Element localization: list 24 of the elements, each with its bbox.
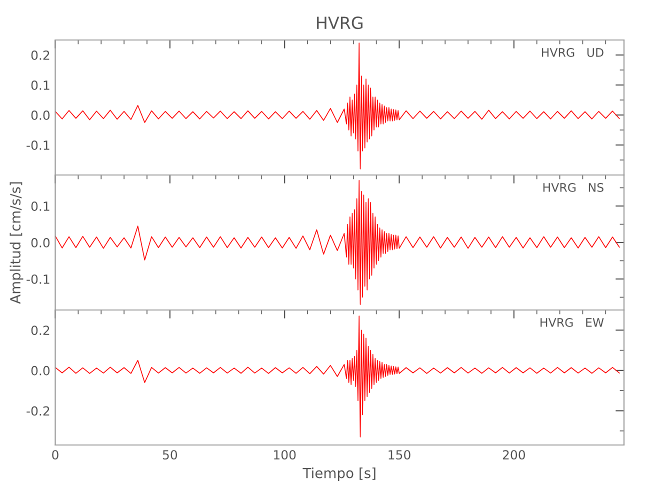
y-tick-label: 0.2 — [31, 326, 50, 336]
y-tick-label: 0.0 — [31, 366, 50, 376]
chart-title: HVRG — [317, 16, 362, 30]
y-tick-label: 0.0 — [31, 110, 50, 120]
annotation: HVRG NS — [543, 182, 604, 192]
line-series — [55, 180, 620, 305]
y-tick-label: -0.2 — [26, 406, 50, 416]
line-series — [55, 42, 620, 170]
y-tick-label: 0.2 — [31, 50, 50, 60]
y-tick-label: -0.1 — [26, 140, 50, 150]
x-axis-title: Tiempo [s] — [302, 468, 376, 481]
line-series — [55, 316, 620, 438]
annotation: HVRG EW — [540, 318, 604, 327]
x-tick-label: 200 — [502, 450, 526, 460]
y-tick-label: 0.1 — [31, 80, 50, 90]
x-tick-label: 100 — [274, 450, 296, 460]
y-tick-label: -0.1 — [26, 274, 50, 284]
annotation: HVRG UD — [542, 48, 604, 57]
y-tick-label: 0.0 — [31, 238, 50, 248]
y-tick-label: 0.1 — [31, 201, 50, 211]
x-tick-label: 150 — [388, 450, 410, 460]
x-tick-label: 0 — [52, 450, 58, 460]
x-tick-label: 50 — [162, 450, 178, 460]
y-axis-title: Amplitud [cm/s/s] — [10, 182, 24, 304]
